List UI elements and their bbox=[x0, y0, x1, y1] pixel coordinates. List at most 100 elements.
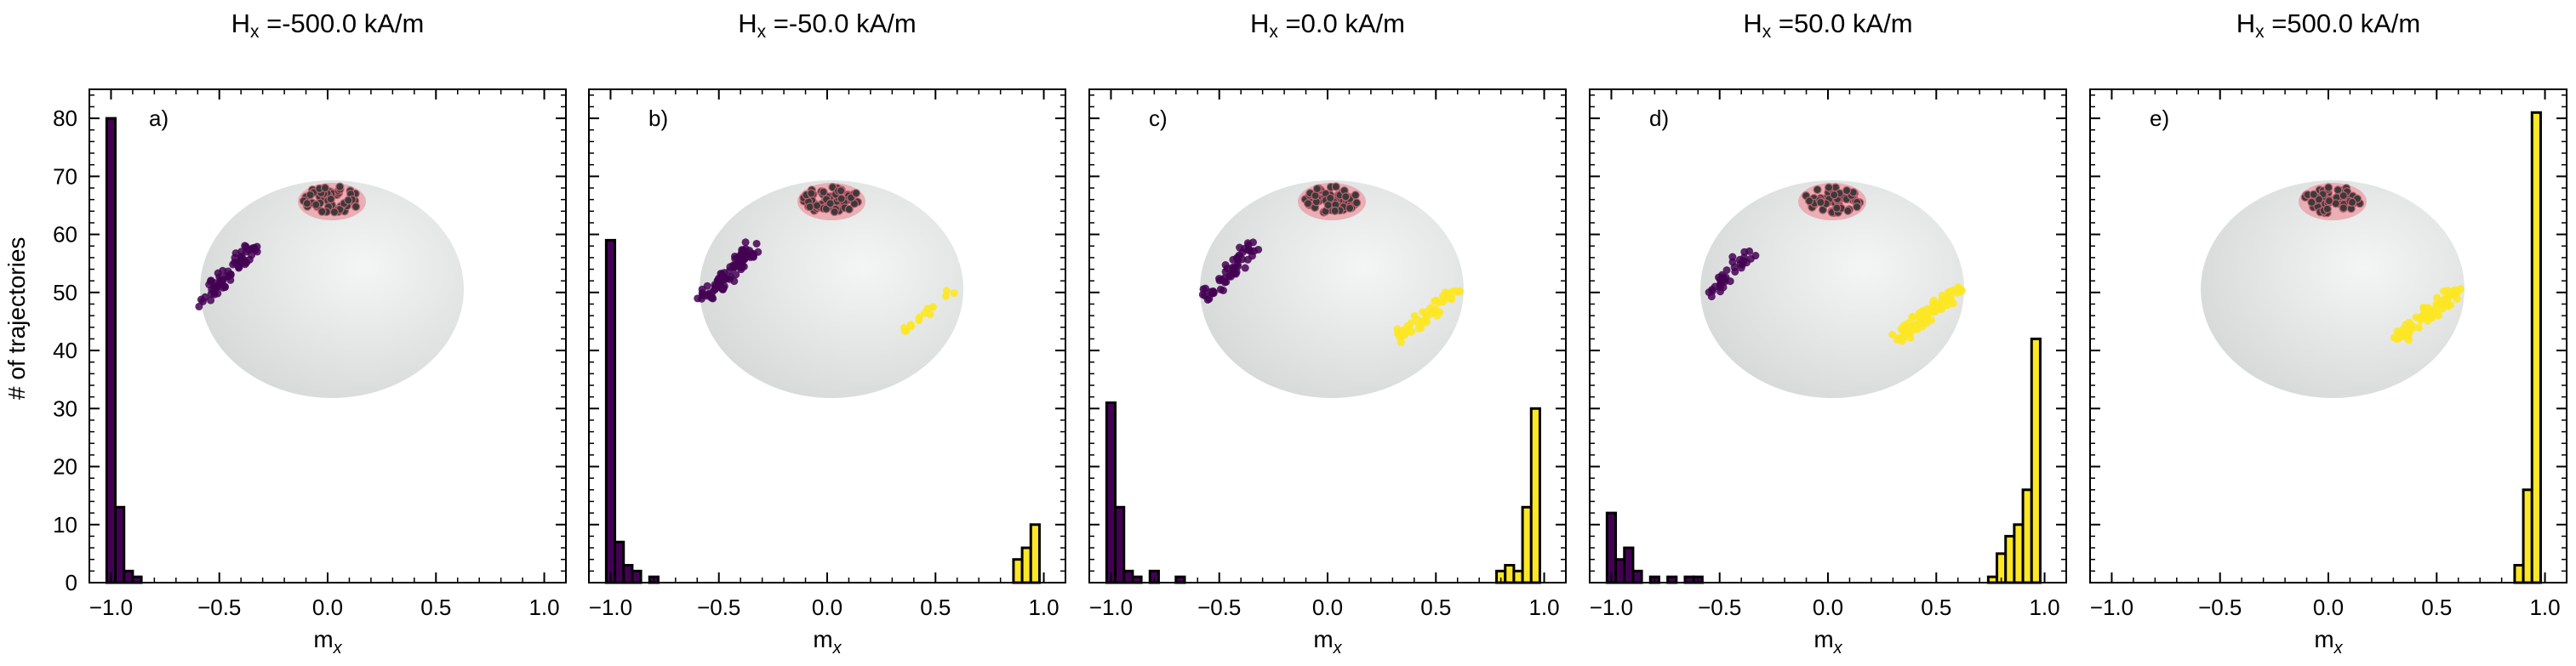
trajectory-point bbox=[2439, 299, 2447, 308]
y-tick-label: 30 bbox=[53, 396, 77, 421]
trajectory-point bbox=[220, 282, 229, 291]
x-tick-label: −0.5 bbox=[2198, 595, 2242, 620]
trajectory-point bbox=[1232, 268, 1241, 276]
trajectory-point bbox=[1722, 266, 1731, 275]
trajectory-point bbox=[950, 289, 958, 298]
histogram-bar bbox=[1529, 407, 1541, 584]
trajectory-point bbox=[1908, 313, 1916, 322]
pole-point bbox=[830, 207, 839, 217]
trajectory-point bbox=[1244, 241, 1253, 249]
trajectory-point bbox=[1216, 285, 1225, 293]
histogram-bar bbox=[2004, 534, 2016, 584]
pole-point bbox=[2322, 204, 2332, 213]
pole-point bbox=[320, 183, 330, 193]
pole-point bbox=[805, 202, 814, 212]
trajectory-point bbox=[1938, 295, 1946, 304]
trajectory-point bbox=[195, 302, 203, 310]
trajectory-point bbox=[1731, 267, 1739, 276]
trajectory-point bbox=[915, 313, 923, 322]
x-tick-label: 0.5 bbox=[1420, 595, 1451, 620]
trajectory-point bbox=[219, 266, 227, 275]
histogram-bar bbox=[1020, 546, 1032, 584]
pole-point bbox=[335, 182, 345, 191]
trajectory-point bbox=[694, 294, 702, 303]
histogram-bar bbox=[1614, 558, 1626, 584]
trajectory-point bbox=[942, 287, 951, 295]
pole-point bbox=[351, 202, 361, 212]
pole-point bbox=[1843, 206, 1853, 215]
histogram-bar bbox=[622, 564, 634, 584]
pole-point bbox=[2324, 183, 2333, 192]
pole-point bbox=[317, 207, 327, 216]
y-tick-label: 40 bbox=[53, 338, 77, 363]
histogram-bar bbox=[1512, 569, 1524, 584]
trajectory-point bbox=[1448, 295, 1456, 304]
y-tick-label: 50 bbox=[53, 280, 77, 305]
panel-2: −1.0 −0.5 0.0 0.5 1.0 b) bbox=[588, 88, 1066, 620]
trajectory-point bbox=[730, 277, 739, 286]
pole-point bbox=[825, 199, 835, 208]
pole-point bbox=[1813, 185, 1822, 195]
x-tick-label: 0.0 bbox=[1312, 595, 1343, 620]
histogram-bar bbox=[1114, 505, 1126, 584]
trajectory-point bbox=[1927, 316, 1935, 324]
pole-point bbox=[2307, 197, 2316, 207]
pole-point bbox=[837, 194, 846, 203]
pole-point bbox=[807, 189, 816, 198]
trajectory-point bbox=[712, 283, 721, 292]
trajectory-point bbox=[730, 252, 739, 260]
histogram-bar bbox=[105, 117, 117, 584]
histogram-bar bbox=[1012, 558, 1024, 584]
trajectory-point bbox=[1742, 259, 1751, 267]
x-tick-label: −1.0 bbox=[2090, 595, 2133, 620]
histogram-bar bbox=[604, 238, 617, 584]
trajectory-point bbox=[207, 296, 215, 305]
pole-point bbox=[1331, 182, 1340, 191]
panel-title: Hx =-50.0 kA/m bbox=[738, 9, 917, 42]
pole-point bbox=[2339, 191, 2348, 201]
trajectory-point bbox=[1222, 277, 1231, 286]
panel-label: d) bbox=[1649, 105, 1669, 131]
trajectory-point bbox=[704, 291, 712, 299]
trajectory-point bbox=[1394, 329, 1402, 338]
pole-point bbox=[1345, 203, 1355, 213]
pole-point bbox=[329, 208, 340, 217]
trajectory-point bbox=[1888, 330, 1897, 339]
trajectory-point bbox=[698, 285, 706, 293]
sphere-inset bbox=[700, 180, 963, 398]
histogram-bar bbox=[123, 569, 134, 584]
trajectory-point bbox=[242, 248, 250, 256]
sphere-inset bbox=[1700, 180, 1964, 398]
histogram-bar bbox=[131, 575, 143, 584]
trajectory-point bbox=[1198, 290, 1207, 299]
x-tick-label: 0.0 bbox=[312, 595, 343, 620]
x-tick-label: 1.0 bbox=[528, 595, 559, 620]
panel-label: e) bbox=[2150, 105, 2169, 131]
trajectory-point bbox=[2433, 293, 2442, 302]
trajectory-point bbox=[1397, 339, 1405, 347]
pole-point bbox=[1842, 185, 1852, 196]
histogram-bar bbox=[1521, 505, 1533, 584]
x-axis-label: mx bbox=[1813, 626, 1842, 657]
trajectory-point bbox=[902, 326, 911, 334]
trajectory-point bbox=[1945, 296, 1953, 305]
y-tick-label: 60 bbox=[53, 222, 77, 248]
panel-title: Hx =-500.0 kA/m bbox=[231, 9, 425, 42]
trajectory-point bbox=[1905, 327, 1914, 335]
panel-label: a) bbox=[149, 105, 168, 131]
trajectory-point bbox=[1422, 314, 1431, 322]
trajectory-point bbox=[1736, 259, 1745, 268]
histogram-bar bbox=[1683, 575, 1695, 584]
pole-point bbox=[851, 189, 861, 198]
sphere-inset bbox=[2201, 180, 2465, 398]
x-axis-label: mx bbox=[313, 626, 342, 657]
trajectory-point bbox=[210, 286, 219, 294]
pole-point bbox=[1303, 199, 1313, 208]
trajectory-point bbox=[1454, 287, 1462, 296]
pole-point bbox=[1830, 191, 1839, 200]
trajectory-point bbox=[752, 239, 761, 248]
trajectory-point bbox=[1234, 253, 1242, 261]
trajectory-point bbox=[1933, 302, 1942, 310]
x-tick-label: 1.0 bbox=[2529, 595, 2560, 620]
panel-1: −1.0 −0.5 0.0 0.5 1.0 0 10 20 30 40 50 60 70 80 a) bbox=[53, 88, 567, 620]
